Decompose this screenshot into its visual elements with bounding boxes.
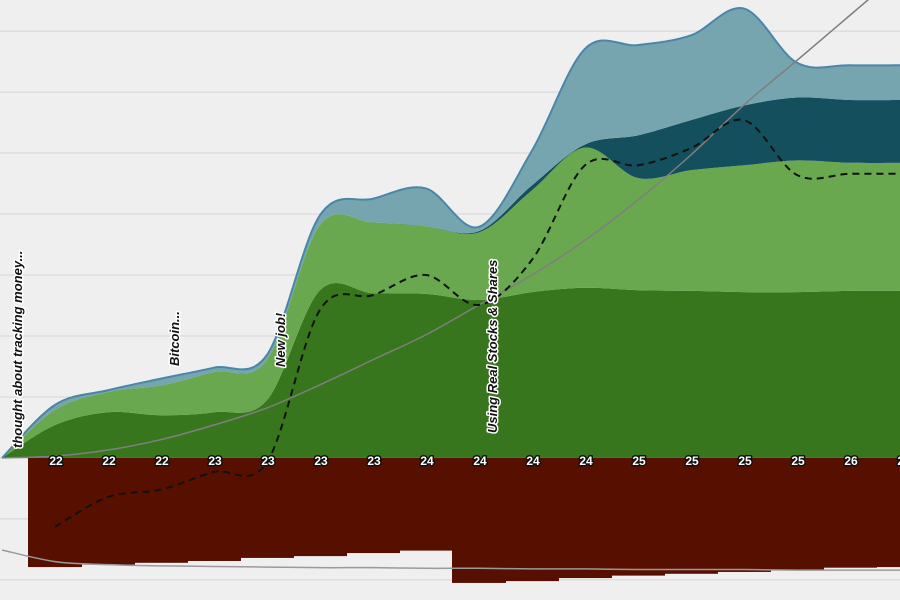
x-tick-label: 25	[632, 454, 646, 468]
x-tick-label: 24	[420, 454, 434, 468]
area	[2, 8, 900, 458]
area	[2, 97, 900, 458]
annotation: Using Real Stocks & Shares	[485, 260, 500, 433]
x-tick-label: 22	[155, 454, 169, 468]
area	[2, 282, 900, 458]
bar	[664, 457, 718, 574]
area	[2, 147, 900, 458]
x-tick-label: 22	[102, 454, 116, 468]
bar	[452, 457, 506, 583]
x-tick-label: 26	[844, 454, 858, 468]
bar	[876, 457, 900, 568]
bar	[823, 457, 877, 568]
x-tick-label: 23	[314, 454, 328, 468]
bar	[81, 457, 135, 565]
trend-line	[1, 549, 900, 571]
x-tick-label: 22	[49, 454, 63, 468]
bar	[346, 457, 400, 554]
x-tick-label: 25	[685, 454, 699, 468]
bar	[770, 457, 824, 571]
x-tick-label: 24	[473, 454, 487, 468]
x-tick-label: 23	[367, 454, 381, 468]
bar	[611, 457, 665, 576]
bar	[717, 457, 771, 572]
bar	[28, 457, 82, 568]
bar	[558, 457, 612, 579]
dashed-line	[54, 118, 900, 528]
trend-line	[1, 0, 870, 459]
x-tick-label: 26	[897, 454, 900, 468]
x-tick-label: 24	[579, 454, 593, 468]
x-tick-label: 25	[791, 454, 805, 468]
bar	[293, 457, 347, 557]
x-tick-label: 24	[526, 454, 540, 468]
x-tick-label: 25	[738, 454, 752, 468]
annotation: thought about tracking money...	[10, 251, 25, 448]
bar	[187, 457, 241, 561]
bar	[505, 457, 559, 582]
x-tick-label: 23	[261, 454, 275, 468]
annotation: New job!	[273, 312, 288, 367]
bar	[134, 457, 188, 563]
bar	[240, 457, 294, 558]
bar	[399, 457, 453, 551]
annotation: Bitcoin...	[167, 311, 182, 366]
area-edge	[1, 7, 900, 459]
x-tick-label: 23	[208, 454, 222, 468]
